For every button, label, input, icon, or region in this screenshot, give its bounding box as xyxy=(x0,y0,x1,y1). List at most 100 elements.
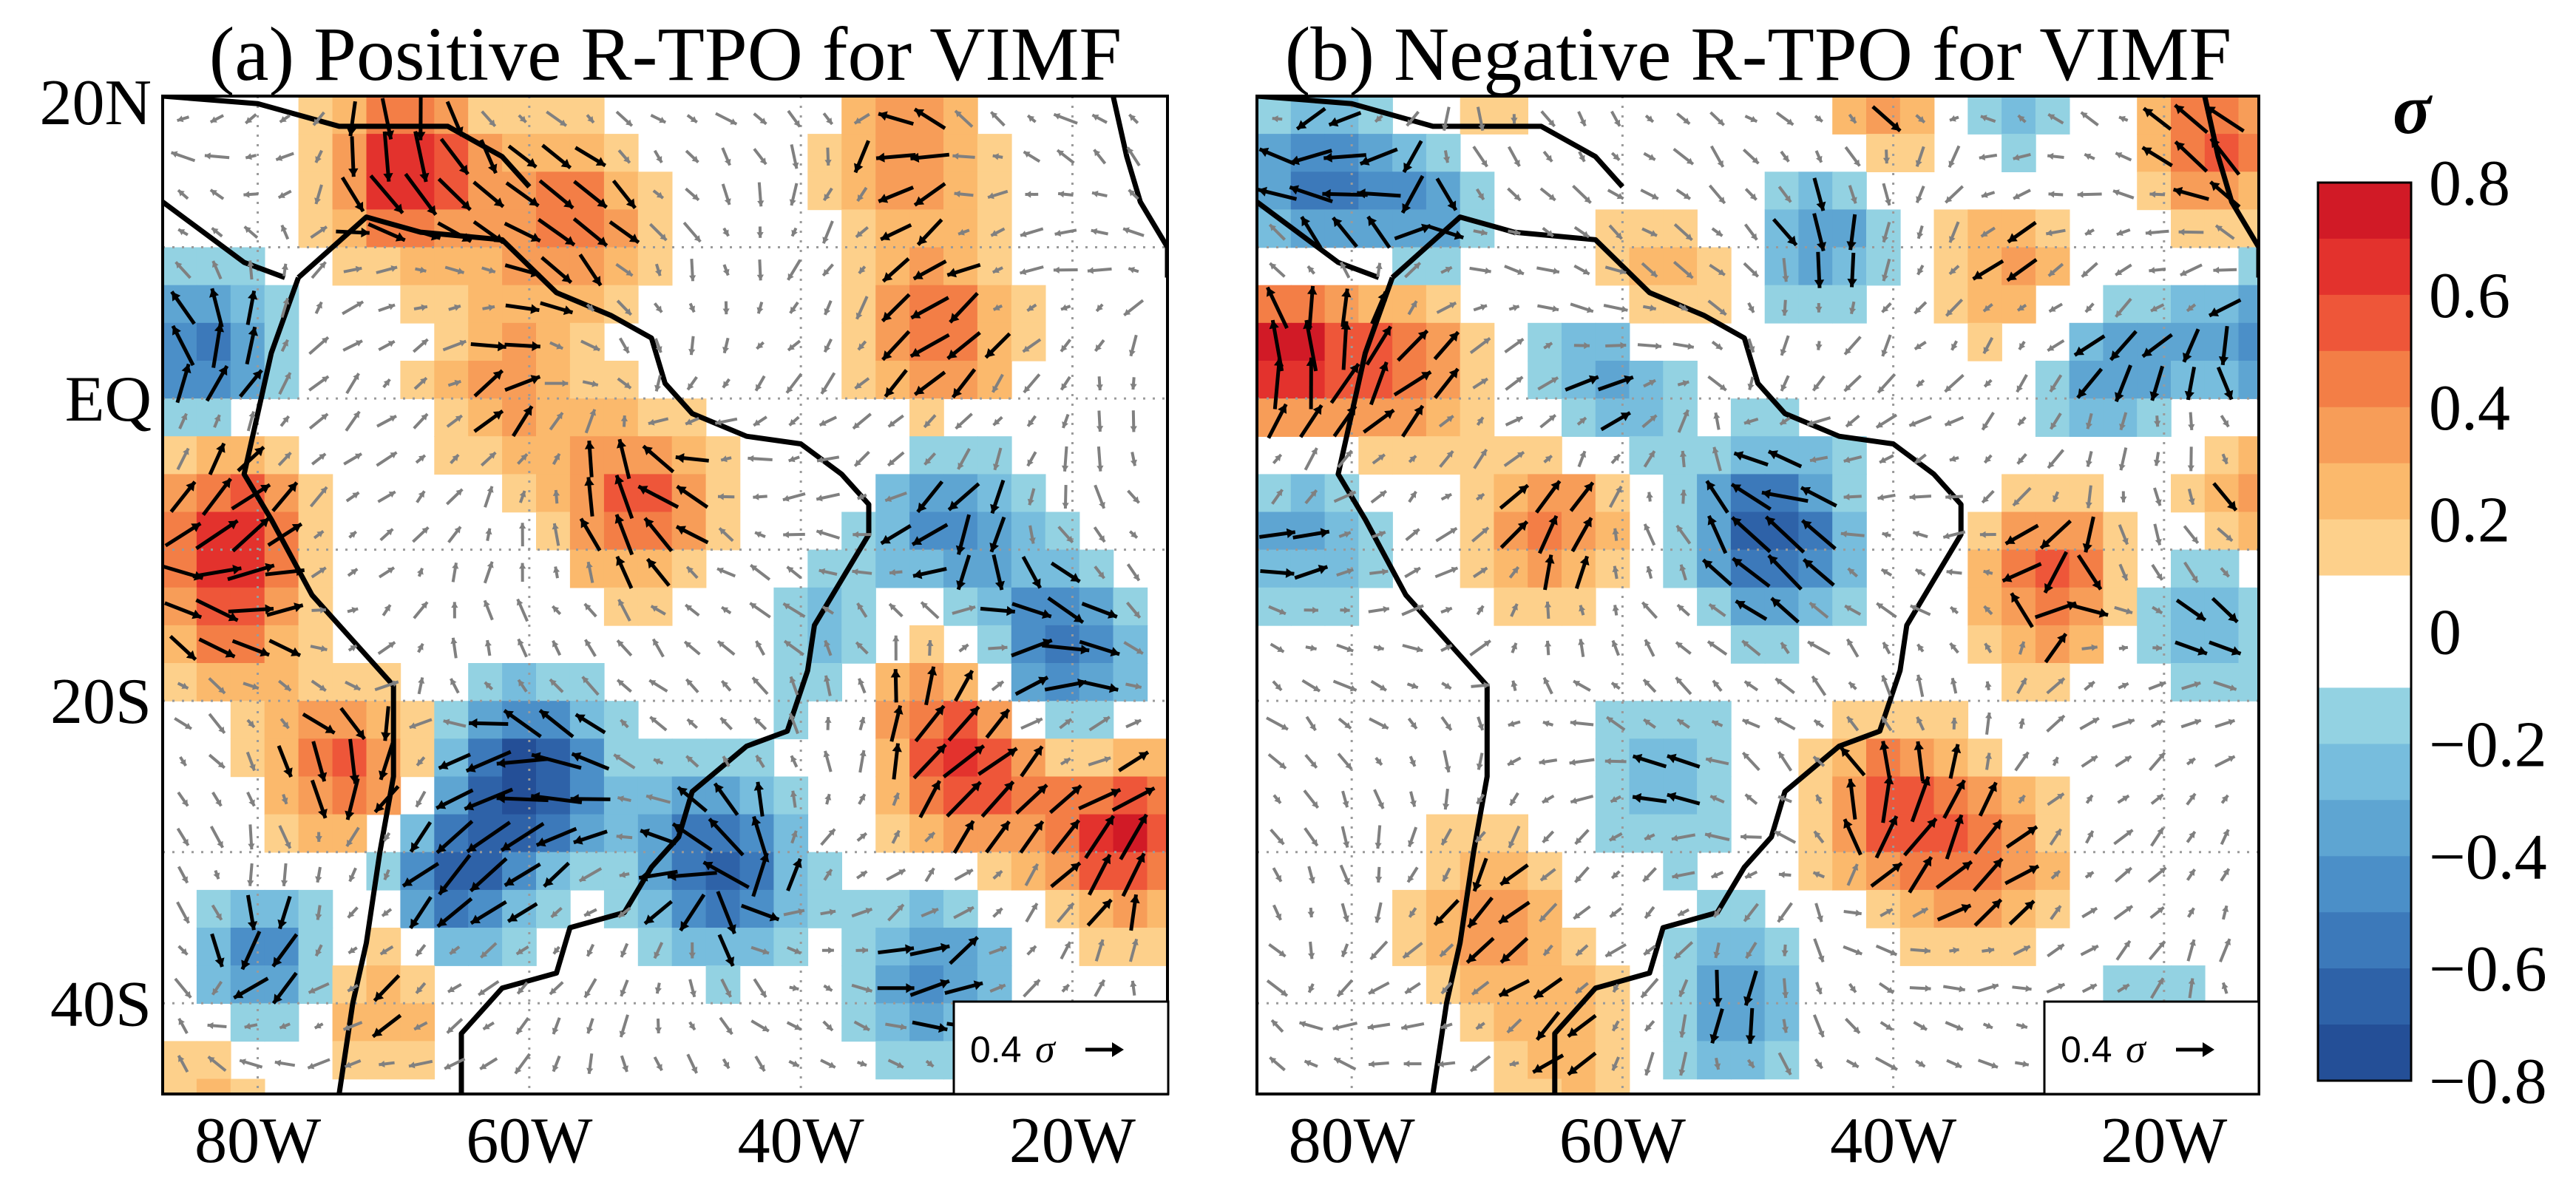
colorbar-band xyxy=(2318,856,2411,913)
vimf-arrow-significant xyxy=(1428,225,1464,240)
vimf-arrow xyxy=(2016,677,2028,694)
vimf-arrow-significant xyxy=(470,341,506,352)
vimf-arrow-significant xyxy=(2175,598,2207,622)
vimf-arrow xyxy=(891,829,901,844)
vimf-arrow-significant xyxy=(1570,517,1593,553)
vimf-arrow xyxy=(1369,717,1389,730)
vimf-arrow xyxy=(1442,106,1451,132)
vimf-arrow xyxy=(1814,150,1823,163)
vimf-arrow-significant xyxy=(1731,516,1772,554)
vimf-arrow-significant xyxy=(2216,366,2234,401)
vimf-arrow xyxy=(822,112,834,126)
vimf-arrow xyxy=(281,263,288,276)
vimf-arrow xyxy=(1306,265,1316,275)
vimf-arrow-significant xyxy=(675,453,709,463)
vimf-arrow xyxy=(783,639,804,656)
vimf-arrow-significant xyxy=(878,944,915,955)
vimf-arrow-significant xyxy=(1266,286,1289,330)
vimf-arrow xyxy=(992,153,1003,160)
vimf-arrow xyxy=(787,109,801,128)
vimf-arrow xyxy=(1984,642,1993,653)
vimf-arrow xyxy=(2017,416,2027,427)
vimf-arrow xyxy=(1570,302,1594,313)
vimf-arrow xyxy=(1057,191,1074,198)
vimf-arrow xyxy=(1304,606,1318,614)
vimf-arrow-significant xyxy=(1111,786,1156,812)
vimf-arrow-significant xyxy=(1732,557,1771,588)
vimf-arrow xyxy=(1476,106,1485,132)
vimf-arrow xyxy=(208,713,226,735)
anomaly-cell xyxy=(1832,285,1867,324)
anomaly-cell xyxy=(1595,322,1630,361)
vimf-arrow xyxy=(2085,830,2095,844)
vimf-arrow xyxy=(342,339,363,352)
anomaly-cell xyxy=(1392,285,1427,324)
panel-b-reference-vector: 0.4 σ xyxy=(2043,1000,2260,1095)
anomaly-cell xyxy=(264,436,299,475)
vimf-arrow-significant xyxy=(1329,362,1360,404)
vimf-arrow xyxy=(1913,1021,1928,1031)
vimf-arrow xyxy=(1542,150,1553,163)
anomaly-cell xyxy=(1324,285,1360,324)
vimf-arrow-significant xyxy=(980,780,1015,818)
vimf-arrow xyxy=(383,869,390,880)
vimf-arrow-significant xyxy=(1936,903,1972,922)
anomaly-cell xyxy=(264,776,299,815)
vimf-arrow xyxy=(1539,903,1558,923)
anomaly-cell xyxy=(2002,474,2036,513)
vimf-arrow xyxy=(2188,412,2195,431)
vimf-arrow xyxy=(277,189,292,200)
anomaly-cell xyxy=(366,965,401,1004)
anomaly-cell xyxy=(1595,1003,1630,1042)
vimf-arrow-significant xyxy=(1761,489,1809,503)
anomaly-cell xyxy=(1460,436,1495,475)
anomaly-cell xyxy=(773,814,809,853)
vimf-arrow xyxy=(1332,679,1358,692)
panel-b-ref-arrow xyxy=(2176,1042,2214,1057)
vimf-arrow xyxy=(2149,906,2165,920)
vimf-arrow xyxy=(2115,940,2132,961)
vimf-arrow xyxy=(1443,750,1451,773)
vimf-arrow xyxy=(1675,188,1692,200)
anomaly-cell xyxy=(875,1003,910,1042)
anomaly-cell xyxy=(468,361,503,399)
vimf-arrow xyxy=(2114,605,2133,615)
vimf-arrow xyxy=(2145,229,2169,237)
vimf-arrow xyxy=(2186,792,2197,806)
vimf-arrow-significant xyxy=(267,522,303,547)
vimf-arrow xyxy=(686,114,698,124)
anomaly-cell xyxy=(163,398,197,437)
anomaly-cell xyxy=(400,285,435,324)
vimf-arrow xyxy=(478,979,500,996)
vimf-arrow xyxy=(1611,1020,1620,1032)
vimf-arrow xyxy=(1304,447,1318,471)
vimf-arrow xyxy=(415,982,427,994)
vimf-arrow xyxy=(756,302,764,314)
vimf-arrow xyxy=(2186,830,2197,843)
vimf-arrow xyxy=(1375,262,1383,277)
vimf-arrow-significant xyxy=(340,176,365,213)
anomaly-cell xyxy=(875,965,910,1004)
vimf-arrow xyxy=(858,793,867,805)
vimf-arrow xyxy=(1916,225,1924,239)
anomaly-cell xyxy=(841,96,876,135)
vimf-arrow xyxy=(413,304,428,311)
anomaly-cell xyxy=(671,436,707,475)
anomaly-cell xyxy=(196,398,231,437)
colorbar-band xyxy=(2318,519,2411,577)
anomaly-cell xyxy=(977,625,1012,664)
vimf-arrow xyxy=(722,301,730,315)
anomaly-cell xyxy=(502,738,537,778)
vimf-arrow-significant xyxy=(201,478,232,517)
anomaly-cell xyxy=(1079,889,1114,928)
vimf-arrow xyxy=(2220,868,2231,882)
vimf-arrow xyxy=(653,302,663,313)
vimf-arrow xyxy=(549,981,564,996)
vimf-arrow-significant xyxy=(369,174,404,214)
vimf-arrow-significant xyxy=(713,782,739,816)
anomaly-cell xyxy=(1460,474,1495,513)
vimf-arrow-significant xyxy=(1299,404,1323,438)
anomaly-cell xyxy=(1324,549,1360,588)
vimf-arrow xyxy=(1336,979,1354,998)
anomaly-cell xyxy=(1045,889,1080,928)
